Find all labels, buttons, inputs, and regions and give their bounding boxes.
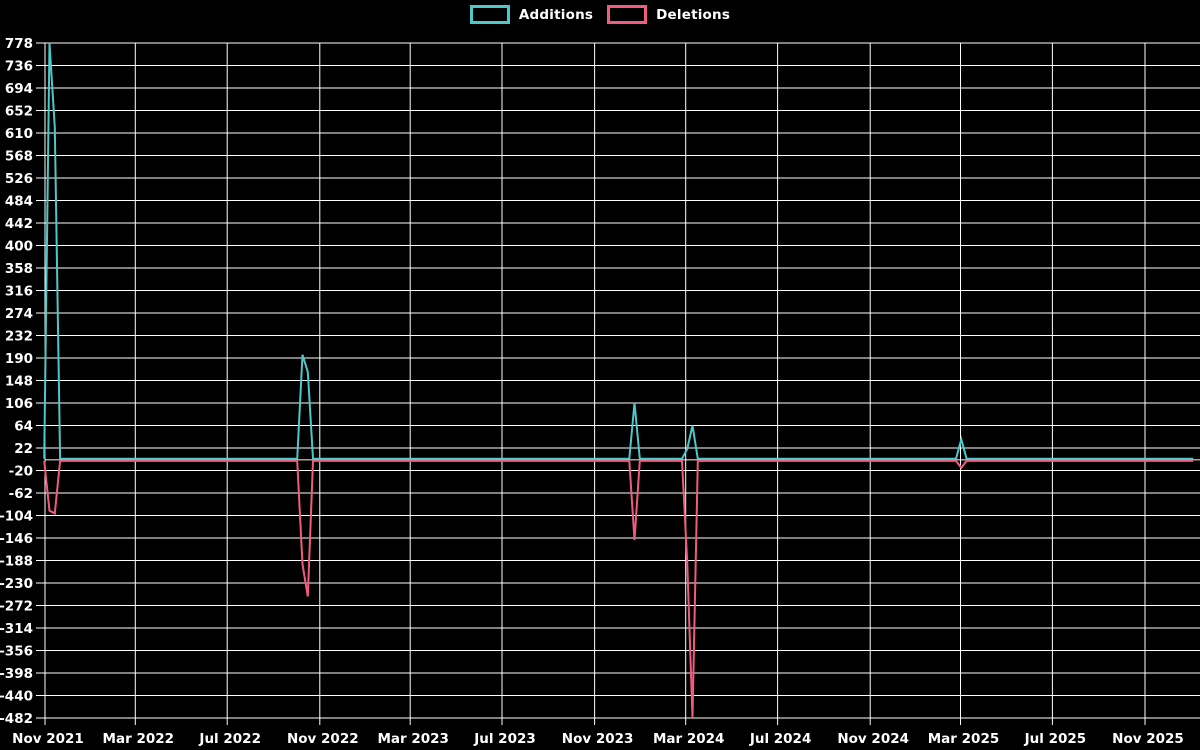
y-tick-label: -440 xyxy=(0,688,33,704)
deletions-line xyxy=(43,459,1194,719)
y-tick-label: 778 xyxy=(5,36,33,52)
x-tick-label: Mar 2025 xyxy=(928,731,999,747)
y-tick-label: 736 xyxy=(5,58,33,74)
y-tick-label: -398 xyxy=(0,666,33,682)
y-tick-label: -314 xyxy=(0,621,33,637)
additions-line xyxy=(43,42,1194,460)
y-tick-label: -104 xyxy=(0,508,33,524)
y-tick-label: -272 xyxy=(0,598,33,614)
chart-legend: Additions Deletions xyxy=(0,5,1200,24)
additions-swatch-icon xyxy=(469,5,510,24)
x-tick-label: Nov 2025 xyxy=(1112,731,1184,747)
y-tick-label: 400 xyxy=(5,238,33,254)
y-tick-label: -146 xyxy=(0,531,33,547)
y-tick-label: -356 xyxy=(0,643,33,659)
y-tick-label: 652 xyxy=(5,103,33,119)
y-tick-label: 274 xyxy=(5,306,33,322)
y-tick-label: -482 xyxy=(0,711,33,727)
legend-label-deletions: Deletions xyxy=(656,6,731,23)
legend-item-additions[interactable]: Additions xyxy=(469,5,594,24)
x-tick-label: Nov 2021 xyxy=(12,731,84,747)
x-tick-label: Jul 2024 xyxy=(749,731,812,747)
y-tick-label: 610 xyxy=(5,126,33,142)
x-tick-label: Mar 2023 xyxy=(377,731,448,747)
x-tick-label: Nov 2023 xyxy=(562,731,634,747)
x-tick-label: Nov 2022 xyxy=(287,731,359,747)
y-tick-label: -188 xyxy=(0,553,33,569)
y-tick-label: 22 xyxy=(14,441,33,457)
y-tick-label: 190 xyxy=(5,351,33,367)
legend-label-additions: Additions xyxy=(518,6,594,23)
y-tick-label: 694 xyxy=(5,81,33,97)
x-tick-label: Mar 2024 xyxy=(653,731,724,747)
y-tick-label: 568 xyxy=(5,148,33,164)
x-tick-label: Nov 2024 xyxy=(837,731,909,747)
y-tick-label: -62 xyxy=(9,486,33,502)
y-tick-label: 316 xyxy=(5,283,33,299)
y-tick-label: -230 xyxy=(0,576,33,592)
y-tick-label: 526 xyxy=(5,171,33,187)
x-tick-label: Mar 2022 xyxy=(103,731,174,747)
y-tick-label: 358 xyxy=(5,261,33,277)
y-tick-label: 64 xyxy=(14,418,33,434)
legend-item-deletions[interactable]: Deletions xyxy=(607,5,730,24)
x-tick-label: Jul 2023 xyxy=(473,731,536,747)
y-tick-label: 148 xyxy=(5,373,33,389)
y-tick-label: 232 xyxy=(5,328,33,344)
y-tick-label: 484 xyxy=(5,193,33,209)
y-tick-label: 442 xyxy=(5,216,33,232)
y-tick-label: 106 xyxy=(5,396,33,412)
x-tick-label: Jul 2025 xyxy=(1024,731,1087,747)
y-tick-label: -20 xyxy=(9,463,33,479)
deletions-swatch-icon xyxy=(607,5,648,24)
x-tick-label: Jul 2022 xyxy=(198,731,261,747)
